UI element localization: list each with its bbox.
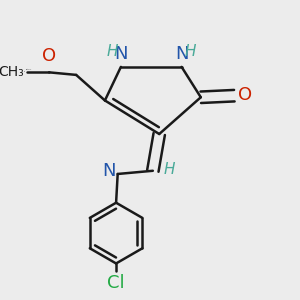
Text: methoxy: methoxy — [26, 68, 32, 70]
Text: H: H — [185, 44, 196, 59]
Text: N: N — [114, 45, 128, 63]
Text: N: N — [103, 162, 116, 180]
Text: O: O — [238, 86, 252, 104]
Text: Cl: Cl — [107, 274, 125, 292]
Text: O: O — [24, 71, 25, 72]
Text: CH₃: CH₃ — [0, 65, 24, 79]
Text: O: O — [42, 47, 56, 65]
Text: N: N — [175, 45, 188, 63]
Text: H: H — [106, 44, 118, 59]
Text: H: H — [164, 162, 176, 177]
